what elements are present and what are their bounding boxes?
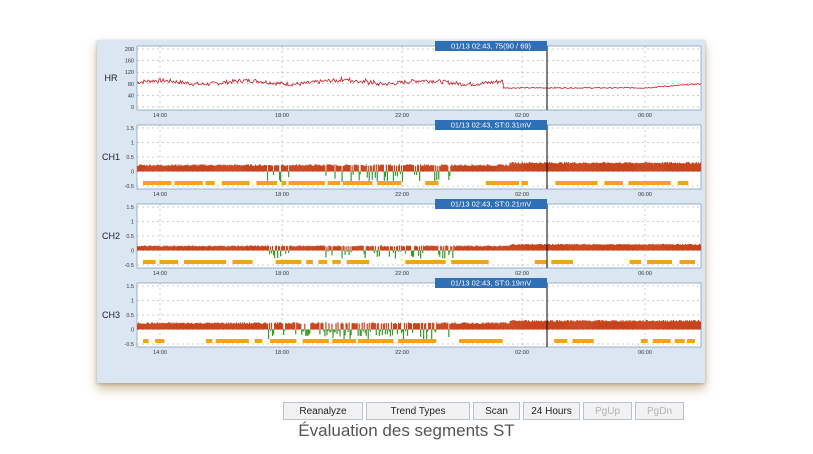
readout-tag	[435, 41, 547, 51]
reanalyze-button[interactable]: Reanalyze	[283, 402, 363, 420]
y-tick-label: 0.5	[126, 234, 134, 240]
y-tick-label: 0	[131, 170, 134, 176]
y-tick-label: 160	[125, 59, 134, 65]
readout-text: 01/13 02:43, 75(90 / 69)	[451, 42, 532, 51]
st-trend-area	[137, 161, 702, 183]
y-tick-label: 1.5	[126, 284, 134, 290]
trend-panel-ch2: 1.5 1 0.5 0 -0.5 14:00 18:00 22:00 02:00 06:00 CH2…	[102, 199, 702, 277]
y-tick-label: 1	[131, 141, 134, 147]
24-hours-button[interactable]: 24 Hours	[523, 402, 580, 420]
plot-area	[136, 203, 702, 269]
y-tick-label: 200	[125, 47, 134, 53]
x-tick-label: 14:00	[153, 113, 167, 119]
y-tick-label: 1	[131, 220, 134, 226]
x-tick-label: 22:00	[395, 350, 409, 356]
st-trend-chart: 200 160 120 80 40 0 14:00 18:00 22:00 02:00 06:00 H…	[102, 41, 702, 356]
trend-panel-ch1: 1.5 1 0.5 0 -0.5 14:00 18:00 22:00 02:00 06:00 CH1…	[102, 120, 702, 198]
page-down-button[interactable]: PgDn	[635, 402, 684, 420]
st-trend-area	[137, 243, 702, 259]
figure-caption: Évaluation des segments ST	[298, 421, 515, 440]
y-tick-label: -0.5	[125, 263, 134, 269]
y-tick-label: 120	[125, 70, 134, 76]
y-tick-label: 80	[128, 82, 134, 88]
x-tick-label: 02:00	[515, 271, 529, 277]
x-tick-label: 14:00	[153, 192, 167, 198]
page-up-button[interactable]: PgUp	[583, 402, 632, 420]
y-tick-label: -0.5	[125, 342, 134, 348]
y-tick-label: 0	[131, 249, 134, 255]
x-tick-label: 06:00	[638, 113, 652, 119]
x-tick-label: 18:00	[275, 271, 289, 277]
plot-area	[136, 282, 702, 348]
readout-tag	[435, 199, 547, 209]
channel-label: CH3	[102, 310, 120, 320]
y-tick-label: 1	[131, 299, 134, 305]
trend-panel-hr: 200 160 120 80 40 0 14:00 18:00 22:00 02:00 06:00 H…	[105, 41, 702, 119]
x-tick-label: 02:00	[515, 113, 529, 119]
x-tick-label: 02:00	[515, 350, 529, 356]
x-tick-label: 14:00	[153, 350, 167, 356]
channel-label: HR	[105, 73, 118, 83]
y-tick-label: 0	[131, 328, 134, 334]
y-tick-label: 1.5	[126, 126, 134, 132]
event-bars	[143, 339, 695, 343]
x-tick-label: 18:00	[275, 350, 289, 356]
readout-text: 01/13 02:43, ST:0.31mV	[451, 121, 531, 130]
st-trend-area	[137, 319, 702, 341]
channel-label: CH2	[102, 231, 120, 241]
y-tick-label: 1.5	[126, 205, 134, 211]
readout-text: 01/13 02:43, ST:0.21mV	[451, 200, 531, 209]
x-tick-label: 22:00	[395, 192, 409, 198]
plot-area	[136, 45, 702, 111]
y-tick-label: 0.5	[126, 313, 134, 319]
y-tick-label: 0.5	[126, 155, 134, 161]
readout-tag	[435, 120, 547, 130]
event-bars	[143, 260, 695, 264]
trend-window: 200 160 120 80 40 0 14:00 18:00 22:00 02:00 06:00 H…	[97, 40, 705, 420]
trend-types-button[interactable]: Trend Types	[366, 402, 470, 420]
heart-rate-trace	[136, 75, 702, 89]
y-tick-label: 40	[128, 93, 134, 99]
x-tick-label: 14:00	[153, 271, 167, 277]
channel-label: CH1	[102, 152, 120, 162]
readout-tag	[435, 278, 547, 288]
readout-text: 01/13 02:43, ST:0.19mV	[451, 279, 531, 288]
x-tick-label: 02:00	[515, 192, 529, 198]
x-tick-label: 22:00	[395, 271, 409, 277]
x-tick-label: 06:00	[638, 271, 652, 277]
x-tick-label: 18:00	[275, 192, 289, 198]
x-tick-label: 22:00	[395, 113, 409, 119]
scan-button[interactable]: Scan	[473, 402, 520, 420]
x-tick-label: 18:00	[275, 113, 289, 119]
event-bars	[143, 181, 689, 185]
y-tick-label: 0	[131, 105, 134, 111]
x-tick-label: 06:00	[638, 350, 652, 356]
trend-panel-ch3: 1.5 1 0.5 0 -0.5 14:00 18:00 22:00 02:00 06:00 CH3…	[102, 278, 702, 356]
y-tick-label: -0.5	[125, 184, 134, 190]
x-tick-label: 06:00	[638, 192, 652, 198]
